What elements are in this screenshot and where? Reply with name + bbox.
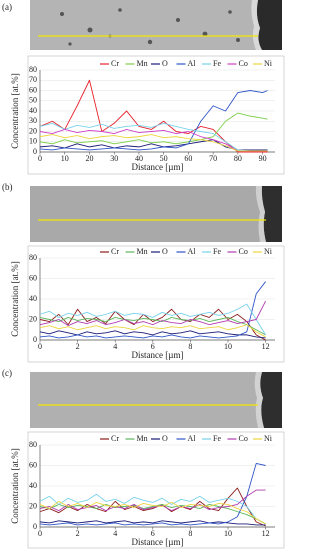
x-tick-label: 8: [188, 342, 192, 351]
y-tick-label: 20: [29, 126, 37, 135]
legend-label: Mn: [137, 59, 148, 68]
x-tick-label: 70: [209, 154, 217, 163]
micrograph: [30, 186, 282, 242]
data-line: [39, 281, 266, 339]
legend-label: Co: [239, 434, 248, 443]
y-tick-label: 50: [29, 96, 37, 105]
y-tick-label: 60: [29, 460, 37, 469]
x-tick-label: 10: [224, 529, 232, 538]
data-line: [39, 90, 268, 151]
legend-label: O: [162, 434, 168, 443]
legend-label: Al: [188, 59, 197, 68]
panel-label: (a): [2, 2, 12, 12]
y-tick-label: 40: [29, 294, 37, 303]
legend-label: Al: [188, 247, 197, 256]
y-tick-label: 20: [29, 314, 37, 323]
x-tick-label: 90: [259, 154, 267, 163]
x-tick-label: 30: [110, 154, 118, 163]
legend-label: Fe: [213, 247, 221, 256]
y-tick-label: 40: [29, 106, 37, 115]
x-tick-label: 0: [38, 529, 42, 538]
y-tick-label: 0: [33, 147, 37, 156]
legend-label: O: [162, 59, 168, 68]
y-tick-label: 0: [33, 522, 37, 531]
x-tick-label: 6: [151, 342, 155, 351]
x-tick-label: 4: [113, 342, 117, 351]
x-tick-label: 20: [85, 154, 93, 163]
x-tick-label: 6: [151, 529, 155, 538]
data-line: [39, 504, 266, 525]
y-tick-label: 80: [29, 65, 37, 74]
x-tick-label: 12: [262, 529, 270, 538]
x-tick-label: 2: [76, 342, 80, 351]
y-tick-label: 40: [29, 481, 37, 490]
y-tick-label: 80: [29, 440, 37, 449]
x-tick-label: 0: [38, 342, 42, 351]
x-tick-label: 10: [224, 342, 232, 351]
data-line: [39, 500, 266, 525]
data-line: [39, 303, 266, 336]
x-tick-label: 40: [135, 154, 143, 163]
x-tick-label: 4: [113, 529, 117, 538]
data-line: [39, 134, 268, 152]
legend-label: Fe: [213, 59, 221, 68]
micrograph: [30, 372, 282, 428]
x-tick-label: 2: [76, 529, 80, 538]
x-axis-label: Distance [µm]: [132, 162, 184, 172]
micrograph: [30, 0, 282, 50]
x-tick-label: 80: [234, 154, 242, 163]
legend-label: Ni: [264, 59, 273, 68]
legend-label: Ni: [264, 247, 273, 256]
x-tick-label: 50: [160, 154, 168, 163]
legend-label: Co: [239, 59, 248, 68]
panel-label: (c): [2, 368, 12, 378]
data-line: [39, 112, 268, 145]
y-tick-label: 60: [29, 85, 37, 94]
y-tick-label: 20: [29, 501, 37, 510]
y-tick-label: 10: [29, 137, 37, 146]
legend-label: Mn: [137, 434, 148, 443]
chart-frame: [27, 55, 285, 175]
data-line: [39, 122, 268, 152]
y-axis-label: Concentration [at.%]: [10, 448, 20, 523]
data-line: [39, 520, 266, 526]
legend-label: Cr: [111, 434, 119, 443]
data-line: [39, 300, 267, 327]
x-tick-label: 8: [188, 529, 192, 538]
legend-label: O: [162, 247, 168, 256]
y-tick-label: 60: [29, 273, 37, 282]
y-tick-label: 70: [29, 75, 37, 84]
legend-label: Co: [239, 247, 248, 256]
y-axis-label: Concentration [at.%]: [10, 261, 20, 336]
data-line: [39, 489, 266, 512]
x-tick-label: 60: [184, 154, 192, 163]
chart-frame: [27, 245, 285, 363]
legend-label: Mn: [137, 247, 148, 256]
y-tick-label: 0: [33, 335, 37, 344]
legend-label: Fe: [213, 434, 221, 443]
data-line: [39, 317, 266, 336]
legend-label: Cr: [111, 247, 119, 256]
chart-frame: [27, 431, 285, 549]
x-axis-label: Distance [µm]: [132, 350, 184, 360]
x-tick-label: 0: [38, 154, 42, 163]
x-tick-label: 10: [61, 154, 69, 163]
legend-label: Ni: [264, 434, 273, 443]
legend-label: Cr: [111, 59, 119, 68]
y-axis-label: Concentration [at.%]: [10, 73, 20, 148]
data-line: [39, 308, 266, 341]
y-tick-label: 30: [29, 116, 37, 125]
data-line: [39, 324, 266, 338]
legend-label: Al: [188, 434, 197, 443]
x-axis-label: Distance [µm]: [132, 537, 184, 547]
panel-label: (b): [2, 182, 13, 192]
y-tick-label: 80: [29, 253, 37, 262]
data-line: [39, 463, 266, 526]
data-line: [39, 493, 266, 525]
x-tick-label: 12: [262, 342, 270, 351]
